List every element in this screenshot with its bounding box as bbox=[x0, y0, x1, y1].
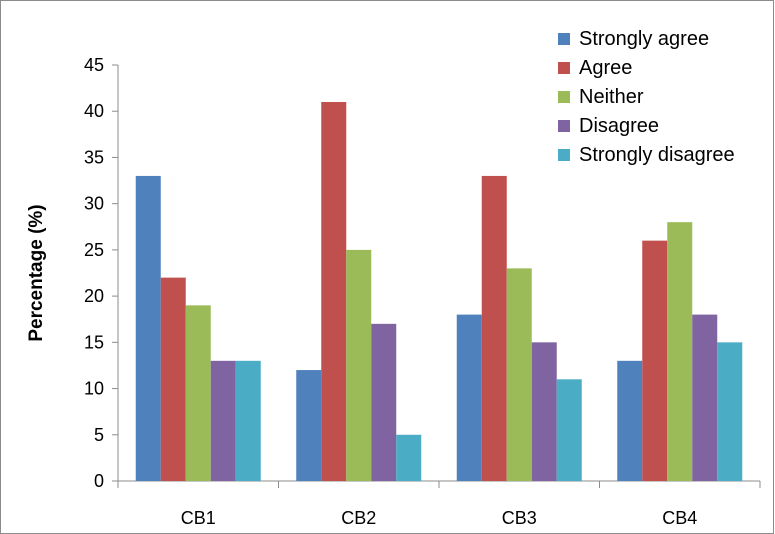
legend-label: Strongly agree bbox=[579, 28, 709, 50]
bar bbox=[642, 240, 668, 481]
bar bbox=[296, 370, 322, 481]
bar bbox=[717, 342, 743, 481]
bar bbox=[481, 175, 507, 481]
y-tick-label: 10 bbox=[84, 379, 104, 399]
bar bbox=[456, 314, 482, 481]
bar bbox=[235, 360, 261, 481]
x-category-label: CB1 bbox=[181, 508, 216, 528]
y-tick-label: 40 bbox=[84, 101, 104, 121]
bar bbox=[531, 342, 557, 481]
bar bbox=[371, 323, 397, 481]
y-axis-title: Percentage (%) bbox=[26, 204, 47, 341]
legend-label: Neither bbox=[579, 86, 644, 108]
y-tick-label: 15 bbox=[84, 332, 104, 352]
y-tick-label: 5 bbox=[94, 425, 104, 445]
x-category-label: CB2 bbox=[341, 508, 376, 528]
legend-swatch bbox=[558, 120, 570, 132]
bar bbox=[160, 277, 186, 481]
bar bbox=[346, 249, 372, 481]
bars bbox=[135, 101, 743, 481]
bar bbox=[556, 379, 582, 481]
legend: Strongly agree Agree Neither Disagree Strong… bbox=[558, 28, 735, 166]
bar bbox=[210, 360, 236, 481]
legend-label: Disagree bbox=[579, 115, 659, 137]
y-tick-label: 20 bbox=[84, 286, 104, 306]
y-tick-label: 25 bbox=[84, 240, 104, 260]
legend-label: Agree bbox=[579, 57, 632, 79]
y-tick-label: 30 bbox=[84, 194, 104, 214]
bar bbox=[617, 360, 643, 481]
y-axis: 0 5 10 15 20 25 30 35 40 45 bbox=[84, 55, 119, 491]
y-tick-label: 0 bbox=[94, 471, 104, 491]
legend-swatch bbox=[558, 33, 570, 45]
bar bbox=[692, 314, 718, 481]
bar bbox=[135, 175, 161, 481]
bar bbox=[506, 268, 532, 481]
x-category-label: CB4 bbox=[662, 508, 697, 528]
bar bbox=[321, 101, 347, 481]
x-category-label: CB3 bbox=[502, 508, 537, 528]
legend-swatch bbox=[558, 149, 570, 161]
bar bbox=[396, 434, 422, 481]
bar bbox=[185, 305, 211, 481]
legend-swatch bbox=[558, 62, 570, 74]
y-tick-label: 45 bbox=[84, 55, 104, 75]
bar bbox=[667, 222, 693, 481]
legend-label: Strongly disagree bbox=[579, 144, 735, 166]
y-tick-label: 35 bbox=[84, 147, 104, 167]
legend-swatch bbox=[558, 91, 570, 103]
